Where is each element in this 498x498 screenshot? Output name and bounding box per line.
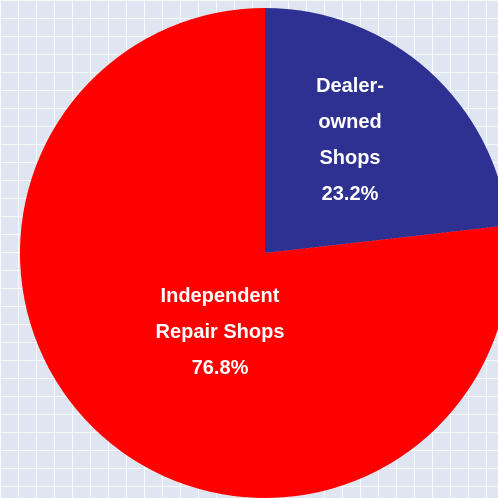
slice-label: Independent Repair Shops 76.8% (132, 278, 308, 386)
category-label: Dealer-owned Shops (316, 75, 384, 169)
value-label: 76.8% (191, 357, 249, 379)
pie-slice (20, 8, 498, 498)
value-label: 23.2% (321, 183, 379, 205)
pie-slice (265, 8, 498, 253)
category-label: Independent Repair Shops (155, 285, 285, 343)
slice-label: Dealer-owned Shops 23.2% (300, 68, 400, 212)
